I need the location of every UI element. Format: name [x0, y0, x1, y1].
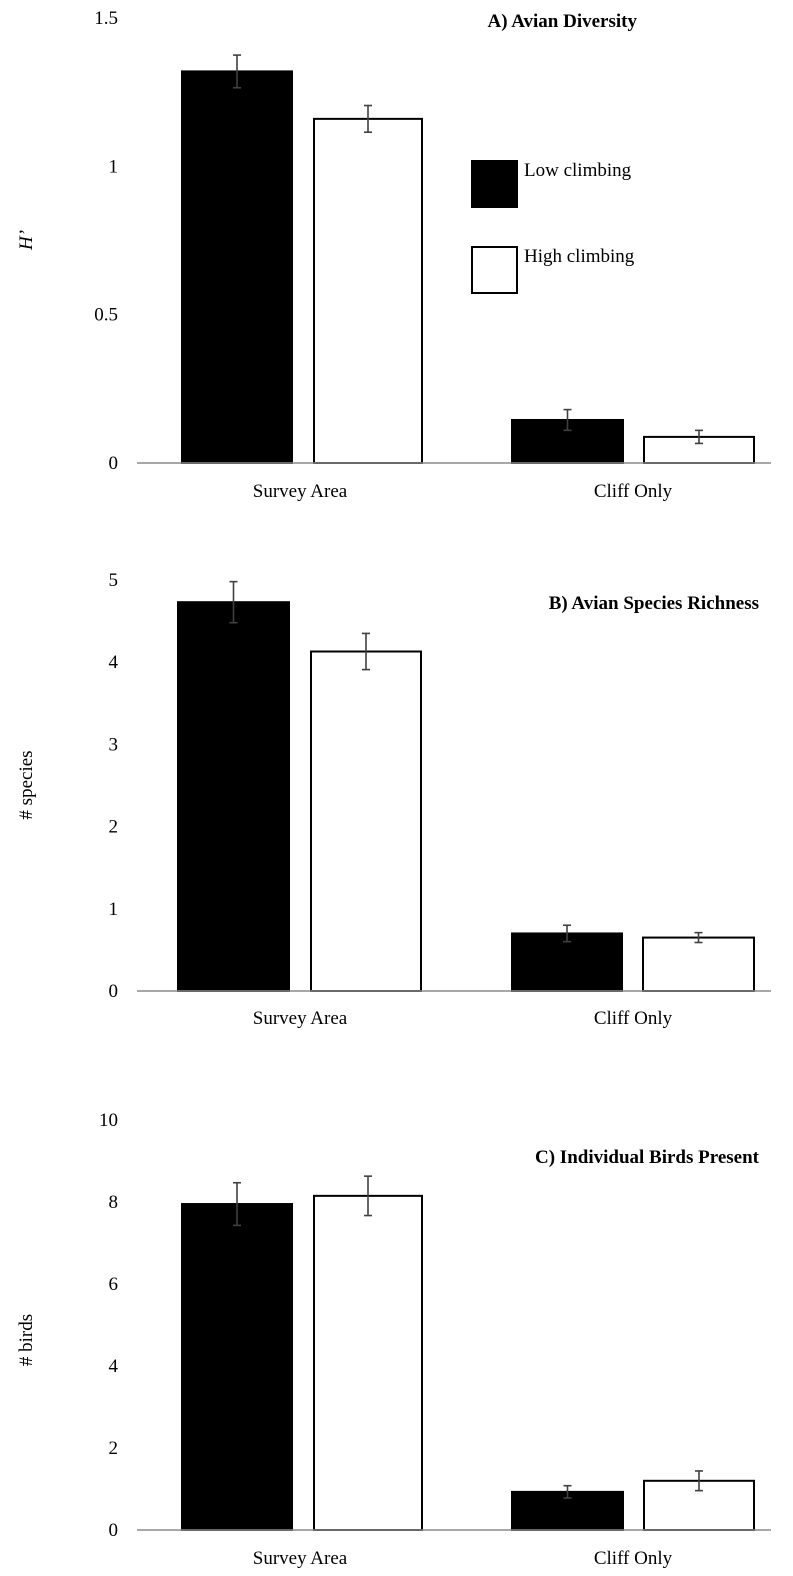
error-bar [233, 1181, 241, 1227]
error-bar [233, 54, 241, 89]
legend-item: Low climbing [471, 160, 632, 208]
error-bar [364, 104, 372, 134]
legend: Low climbing High climbing [471, 160, 635, 294]
chart-title: C) Individual Birds Present [535, 1147, 760, 1168]
error-bar [362, 632, 370, 671]
chart-title: B) Avian Species Richness [549, 593, 759, 614]
error-bar [563, 1484, 572, 1499]
legend-swatch [471, 160, 518, 208]
y-tick-label: 10 [99, 1110, 118, 1131]
y-tick-label: 2 [109, 817, 119, 838]
chart-title: A) Avian Diversity [487, 11, 637, 32]
y-tick-label: 5 [109, 570, 119, 591]
bar-high-climbing-1 [313, 117, 423, 464]
bar-low-climbing-1 [177, 601, 290, 992]
error-bar [695, 1470, 703, 1492]
y-tick-label: 1 [109, 156, 119, 177]
y-tick-label: 1 [109, 899, 119, 920]
y-tick-label: 6 [109, 1274, 119, 1295]
legend-label: Low climbing [524, 160, 632, 181]
y-axis-label: # birds [16, 1314, 37, 1366]
x-category-label: Cliff Only [594, 1548, 673, 1569]
y-tick-label: 4 [109, 652, 119, 673]
error-bar [563, 924, 571, 943]
bar-high-climbing-1 [310, 650, 422, 992]
x-category-label: Survey Area [253, 1548, 348, 1569]
y-tick-label: 4 [109, 1356, 119, 1377]
error-bar [694, 931, 703, 944]
y-tick-label: 3 [109, 734, 119, 755]
chart-panel-3: C) Individual Birds Present # birds 0 2 4 6 8 1… [16, 1110, 771, 1569]
y-tick-label: 0.5 [94, 305, 118, 326]
legend-label: High climbing [524, 246, 635, 267]
bar-low-climbing-1 [181, 1203, 293, 1532]
x-category-label: Cliff Only [594, 1008, 673, 1029]
bar-high-climbing-1 [313, 1194, 423, 1531]
y-axis-label: H’ [16, 230, 37, 251]
x-category-label: Survey Area [253, 1008, 348, 1029]
y-axis-label: # species [16, 750, 37, 819]
error-bar [229, 580, 238, 624]
y-tick-label: 0 [109, 981, 119, 1002]
bar-low-climbing-1 [181, 70, 293, 465]
y-tick-label: 0 [109, 1520, 119, 1541]
y-tick-label: 1.5 [94, 8, 118, 29]
legend-swatch [471, 246, 518, 294]
y-tick-label: 8 [109, 1192, 119, 1213]
y-tick-label: 0 [109, 453, 119, 474]
chart-panel-2: B) Avian Species Richness # species 0 1 2 3 4 5… [16, 570, 771, 1029]
bar-high-climbing-2 [642, 936, 755, 993]
chart-panel-1: A) Avian Diversity H’ 0 0.5 1 1.5 Survey Area C… [16, 8, 771, 502]
legend-item: High climbing [471, 246, 635, 294]
x-category-label: Cliff Only [594, 481, 673, 502]
y-tick-label: 2 [109, 1438, 119, 1459]
x-category-label: Survey Area [253, 481, 348, 502]
error-bar [563, 408, 572, 432]
error-bar [364, 1175, 372, 1217]
error-bar [695, 429, 703, 445]
